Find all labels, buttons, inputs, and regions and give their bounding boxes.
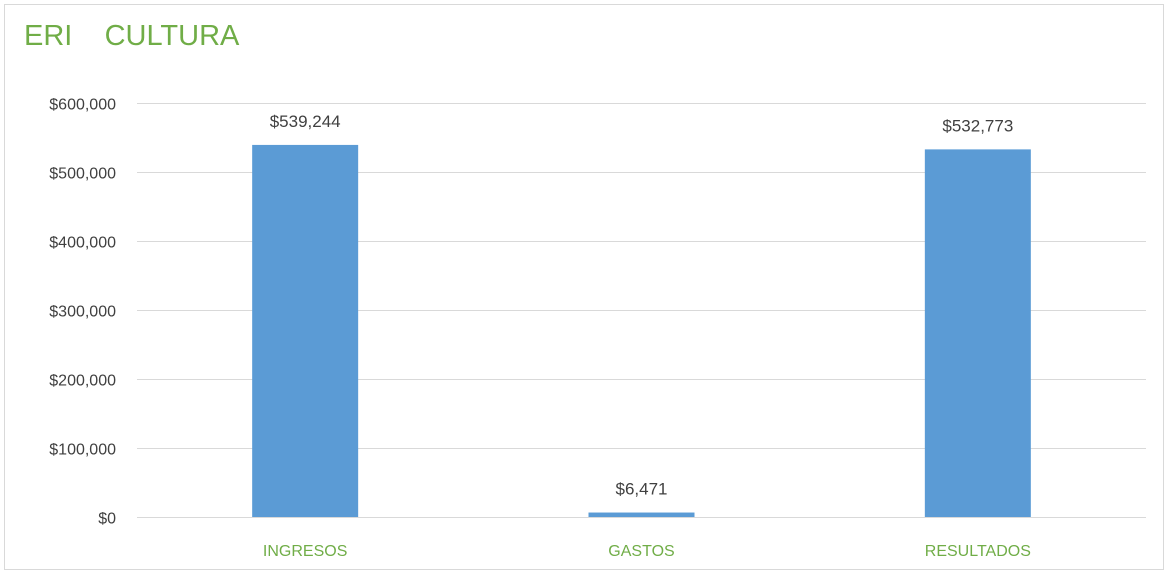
y-tick-label: $0 <box>98 511 116 528</box>
y-tick-label: $300,000 <box>49 304 116 321</box>
data-label-gastos: $6,471 <box>616 480 668 499</box>
y-tick-label: $500,000 <box>49 166 116 183</box>
y-tick-label: $600,000 <box>49 97 116 114</box>
bar-ingresos <box>252 144 359 518</box>
category-label-resultados: RESULTADOS <box>925 543 1031 560</box>
category-label-ingresos: INGRESOS <box>263 543 347 560</box>
data-label-ingresos: $539,244 <box>270 112 341 131</box>
data-label-resultados: $532,773 <box>942 116 1013 135</box>
category-label-gastos: GASTOS <box>608 543 674 560</box>
chart-title: ERI CULTURA <box>24 20 240 52</box>
y-tick-label: $200,000 <box>49 373 116 390</box>
bar-resultados <box>924 149 1031 517</box>
y-tick-label: $400,000 <box>49 235 116 252</box>
bar-gastos <box>588 512 695 517</box>
y-tick-label: $100,000 <box>49 442 116 459</box>
